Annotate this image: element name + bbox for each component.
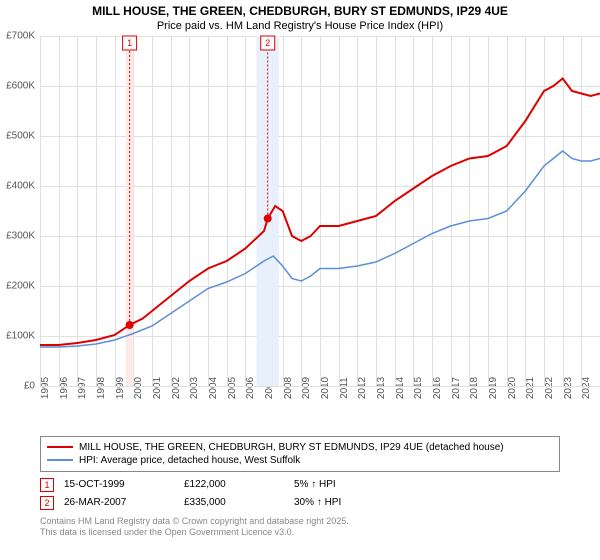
y-axis-label: £600K — [6, 80, 35, 91]
y-axis-label: £100K — [6, 330, 35, 341]
y-axis-label: £700K — [6, 30, 35, 41]
sale-delta: 5% ↑ HPI — [294, 479, 394, 490]
legend-swatch — [47, 459, 73, 461]
legend-label: HPI: Average price, detached house, West… — [79, 455, 300, 466]
sale-price: £122,000 — [184, 479, 284, 490]
legend: MILL HOUSE, THE GREEN, CHEDBURGH, BURY S… — [40, 436, 560, 472]
sale-marker-icon: 2 — [40, 496, 54, 510]
legend-swatch — [47, 446, 73, 448]
series-property-price — [40, 78, 600, 345]
legend-item-hpi: HPI: Average price, detached house, West… — [47, 454, 553, 467]
sale-row-1: 1 15-OCT-1999 £122,000 5% ↑ HPI — [40, 476, 560, 494]
y-axis-label: £0 — [24, 380, 35, 391]
chart-area: £0£100K£200K£300K£400K£500K£600K£700K 19… — [40, 36, 600, 386]
title: MILL HOUSE, THE GREEN, CHEDBURGH, BURY S… — [0, 0, 600, 20]
subtitle: Price paid vs. HM Land Registry's House … — [0, 20, 600, 36]
sale-date: 26-MAR-2007 — [64, 497, 174, 508]
svg-text:1: 1 — [127, 38, 132, 48]
y-axis-label: £500K — [6, 130, 35, 141]
chart-container: MILL HOUSE, THE GREEN, CHEDBURGH, BURY S… — [0, 0, 600, 560]
chart-plot: 12 — [40, 36, 600, 386]
footer-line: This data is licensed under the Open Gov… — [40, 527, 560, 539]
sale-delta: 30% ↑ HPI — [294, 497, 394, 508]
sale-price: £335,000 — [184, 497, 284, 508]
legend-label: MILL HOUSE, THE GREEN, CHEDBURGH, BURY S… — [79, 442, 504, 453]
sale-marker-icon: 1 — [40, 478, 54, 492]
footer: Contains HM Land Registry data © Crown c… — [40, 516, 560, 539]
svg-text:2: 2 — [265, 38, 270, 48]
sales-table: 1 15-OCT-1999 £122,000 5% ↑ HPI 2 26-MAR… — [40, 476, 560, 512]
y-axis-label: £200K — [6, 280, 35, 291]
sale-row-2: 2 26-MAR-2007 £335,000 30% ↑ HPI — [40, 494, 560, 512]
footer-line: Contains HM Land Registry data © Crown c… — [40, 516, 560, 528]
y-axis-label: £300K — [6, 230, 35, 241]
legend-item-property: MILL HOUSE, THE GREEN, CHEDBURGH, BURY S… — [47, 441, 553, 454]
series-hpi-average — [40, 151, 600, 347]
sale-date: 15-OCT-1999 — [64, 479, 174, 490]
y-axis-label: £400K — [6, 180, 35, 191]
